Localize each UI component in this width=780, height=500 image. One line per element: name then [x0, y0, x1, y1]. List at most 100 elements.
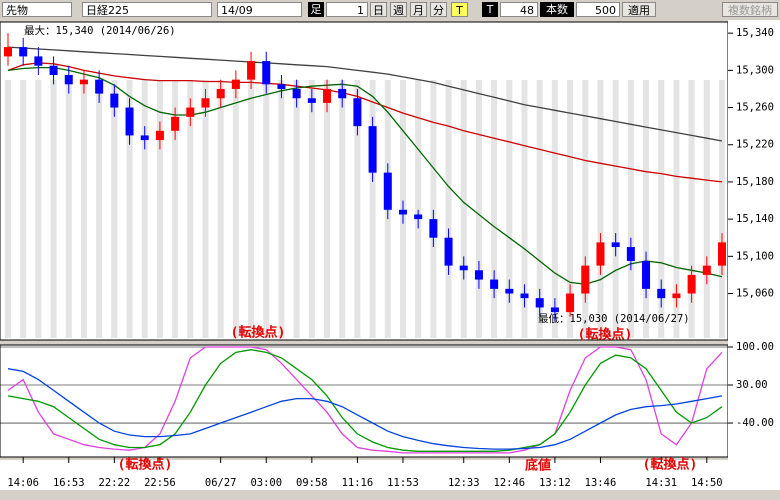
annotation: 最大：15,340 (2014/06/26) [24, 24, 176, 37]
contract-select[interactable]: 14/09 [217, 2, 302, 17]
candle-body [64, 75, 73, 85]
candle-body [201, 98, 210, 108]
y-tick-label: 15,140 [736, 213, 774, 225]
candle-body [171, 116, 180, 131]
candle-body [216, 88, 225, 99]
candle-body [231, 79, 240, 89]
candle-body [262, 61, 271, 85]
candle-body [566, 293, 575, 313]
candle-body [657, 288, 666, 299]
y-tick-label: 15,260 [736, 102, 774, 114]
y-tick-label: 15,300 [736, 64, 774, 76]
y-tick-label: -40.00 [736, 417, 774, 429]
minute-button[interactable]: 分 [430, 2, 447, 17]
t-value[interactable]: 48 [500, 2, 538, 17]
candle-body [186, 107, 195, 117]
x-tick-label: 14:50 [691, 477, 723, 489]
x-tick-label: 16:53 [53, 477, 85, 489]
line-series [7, 46, 723, 142]
x-axis-band [0, 460, 780, 490]
x-tick-label: 14:31 [645, 477, 677, 489]
annotation: 底値 [525, 458, 551, 474]
candle-body [505, 288, 514, 294]
x-tick-label: 22:56 [144, 477, 176, 489]
candle-body [444, 237, 453, 266]
candle-body [368, 126, 377, 173]
month-button[interactable]: 月 [410, 2, 427, 17]
candle-body [459, 265, 468, 271]
candle-body [626, 247, 635, 261]
y-tick-label: 30.00 [736, 379, 768, 391]
candle-body [474, 270, 483, 280]
annotation: (転換点) [643, 457, 698, 473]
oscillator-plot [0, 344, 729, 458]
candle-body [4, 47, 12, 57]
candle-body [550, 307, 559, 313]
x-tick-label: 06/27 [205, 477, 237, 489]
x-tick-label: 12:46 [494, 477, 526, 489]
candle-body [125, 107, 134, 136]
y-tick-label: 15,060 [736, 288, 774, 300]
y-axis-band [728, 20, 780, 460]
line-series [7, 346, 723, 454]
apply-button[interactable]: 適用 [622, 2, 656, 17]
candle-body [338, 88, 347, 99]
candle-body [34, 56, 43, 66]
candle-body [687, 274, 696, 294]
week-button[interactable]: 週 [390, 2, 407, 17]
x-tick-label: 11:16 [342, 477, 374, 489]
price-plot [0, 21, 729, 341]
x-tick-label: 03:00 [250, 477, 282, 489]
annotation: 最低：15,030 (2014/06/27) [538, 312, 690, 325]
bar-label: 足 [308, 2, 324, 17]
x-tick-label: 12:33 [448, 477, 480, 489]
y-tick-label: 15,180 [736, 176, 774, 188]
candle-body [155, 130, 164, 141]
candle-body [292, 88, 301, 99]
candle-body [353, 98, 362, 127]
line-series [7, 368, 723, 450]
candle-body [383, 172, 392, 210]
candle-body [520, 293, 529, 299]
day-button[interactable]: 日 [370, 2, 387, 17]
bar-size[interactable]: 1 [326, 2, 368, 17]
x-tick-label: 13:12 [539, 477, 571, 489]
candle-body [95, 79, 104, 94]
candle-body [718, 242, 726, 266]
t-label: T [482, 2, 498, 17]
market-select[interactable]: 先物 [2, 2, 72, 17]
line-series [7, 62, 723, 183]
candle-body [49, 65, 58, 75]
x-tick-label: 09:58 [296, 477, 328, 489]
candle-body [323, 88, 332, 103]
candle-body [642, 260, 651, 289]
candle-body [429, 219, 438, 238]
candle-body [79, 79, 88, 85]
candle-body [702, 265, 711, 275]
annotation: (転換点) [578, 327, 633, 343]
candle-body [535, 298, 544, 308]
line-series [7, 66, 723, 285]
candle-body [277, 84, 286, 89]
chart: 15,340 15,300 15,260 15,220 15,180 15,140 15,1… [0, 20, 780, 490]
line-series [7, 349, 723, 452]
candle-body [140, 135, 149, 141]
count-label: 本数 [540, 2, 574, 17]
x-tick-label: 11:53 [387, 477, 419, 489]
t-button[interactable]: T [451, 2, 468, 17]
candle-body [672, 293, 681, 299]
x-tick-label: 13:46 [585, 477, 617, 489]
candle-body [414, 214, 423, 220]
candle-body [581, 265, 590, 294]
y-tick-label: 15,340 [736, 27, 774, 39]
x-tick-label: 14:06 [7, 477, 39, 489]
toolbar: 先物 日経225 14/09 足 1 日 週 月 分 T T 48 本数 500… [0, 0, 780, 20]
multi-button[interactable]: 複数銘柄 [722, 2, 778, 17]
candle-body [307, 98, 316, 103]
y-tick-label: 15,220 [736, 139, 774, 151]
index-select[interactable]: 日経225 [82, 2, 212, 17]
y-tick-label: 100.00 [736, 341, 774, 353]
annotation: (転換点) [118, 457, 173, 473]
count-value[interactable]: 500 [576, 2, 620, 17]
